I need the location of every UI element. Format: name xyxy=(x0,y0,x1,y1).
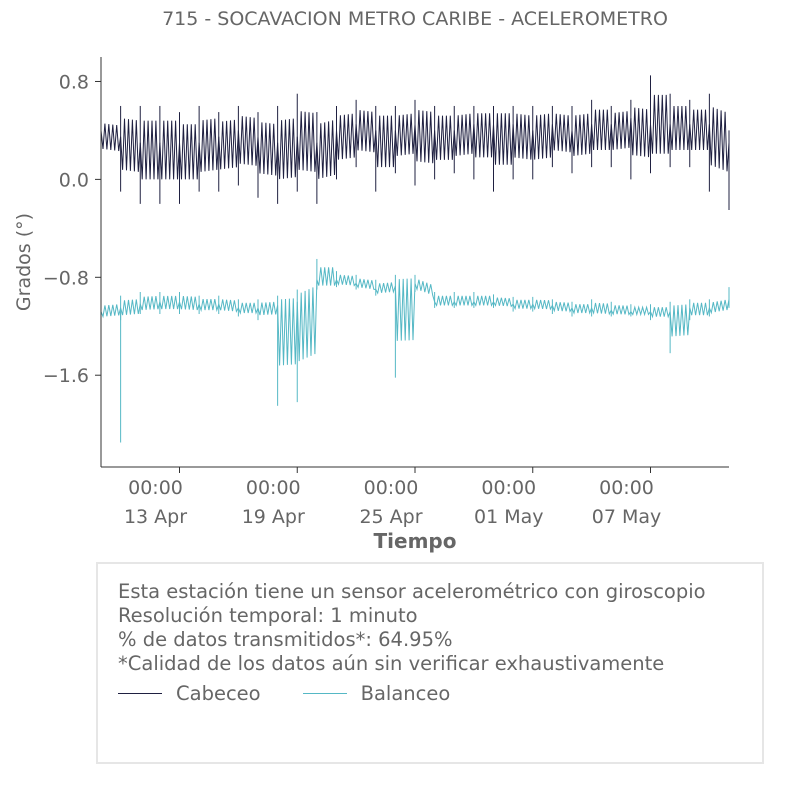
legend-swatch-cabeceo xyxy=(118,693,162,694)
info-sensor-line: Esta estación tiene un sensor aceleromét… xyxy=(118,580,706,603)
x-tick-time-label: 00:00 xyxy=(364,477,419,499)
info-quality-line: *Calidad de los datos aún sin verificar … xyxy=(118,652,665,675)
legend-label-cabeceo: Cabeceo xyxy=(176,682,261,705)
info-resolution-line: Resolución temporal: 1 minuto xyxy=(118,604,418,627)
y-ticks: 0.8 0.0 −0.8 −1.6 xyxy=(43,71,101,387)
legend-swatch-balanceo xyxy=(302,693,347,694)
x-tick-time-label: 00:00 xyxy=(599,477,654,499)
info-transmission-line: % de datos transmitidos*: 64.95% xyxy=(118,628,453,651)
x-tick-date-label: 25 Apr xyxy=(359,506,422,528)
x-tick-date-label: 01 May xyxy=(474,506,544,528)
x-tick-time-label: 00:00 xyxy=(128,477,183,499)
series-line xyxy=(100,267,730,366)
legend-item-balanceo: Balanceo xyxy=(302,682,451,705)
chart-title: 715 - SOCAVACION METRO CARIBE - ACELEROM… xyxy=(162,8,668,30)
y-tick-label: 0.8 xyxy=(59,71,89,93)
series-line xyxy=(100,94,730,180)
y-tick-label: −1.6 xyxy=(43,365,89,387)
series-balanceo xyxy=(100,258,730,443)
y-tick-label: −0.8 xyxy=(43,267,89,289)
x-tick-time-label: 00:00 xyxy=(246,477,301,499)
info-box: Esta estación tiene un sensor aceleromét… xyxy=(96,562,764,764)
x-axis-title: Tiempo xyxy=(374,529,457,553)
chart: 715 - SOCAVACION METRO CARIBE - ACELEROM… xyxy=(13,8,730,553)
series-layer xyxy=(100,75,730,443)
legend-label-balanceo: Balanceo xyxy=(360,682,451,705)
x-tick-date-label: 19 Apr xyxy=(242,506,305,528)
x-ticks: 00:00 13 Apr 00:00 19 Apr 00:00 25 Apr 00:00 01… xyxy=(124,467,661,528)
x-tick-date-label: 13 Apr xyxy=(124,506,187,528)
legend-item-cabeceo: Cabeceo xyxy=(118,682,261,705)
legend: Cabeceo Balanceo xyxy=(118,682,762,705)
x-tick-date-label: 07 May xyxy=(592,506,662,528)
y-axis-title: Grados (°) xyxy=(13,213,35,311)
y-tick-label: 0.0 xyxy=(59,169,89,191)
x-tick-time-label: 00:00 xyxy=(481,477,536,499)
series-cabeceo xyxy=(100,75,730,210)
